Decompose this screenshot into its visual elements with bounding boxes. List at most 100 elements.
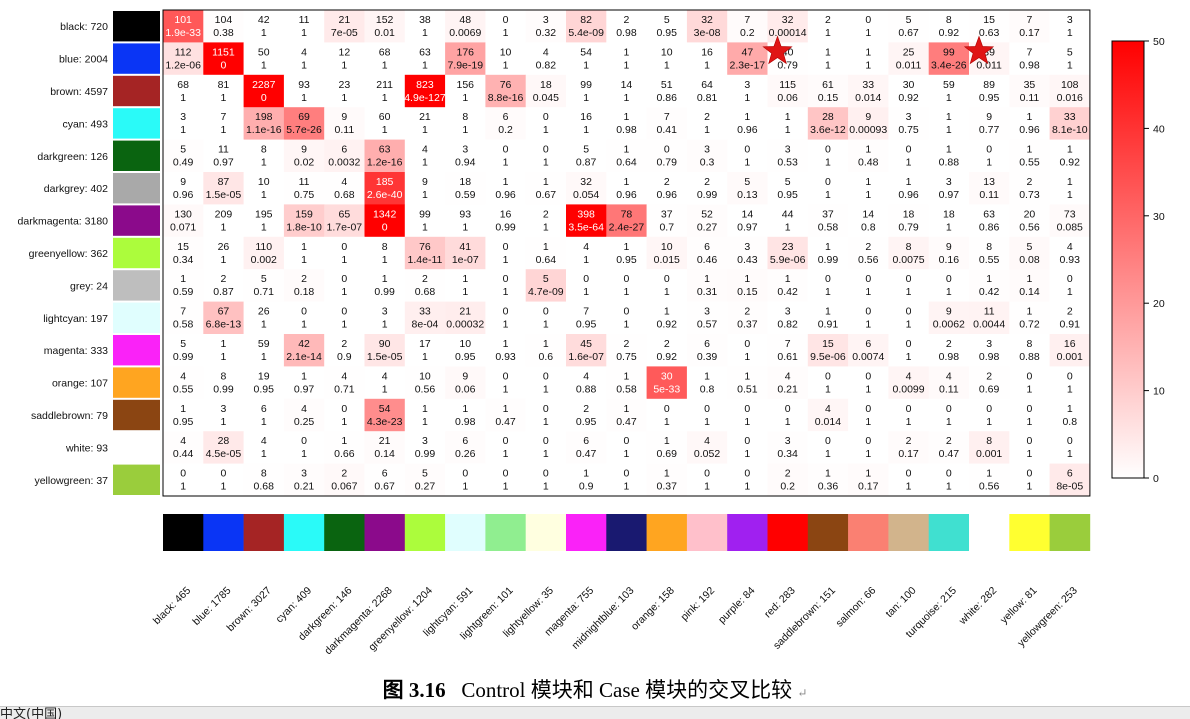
heatmap-cell <box>243 10 285 43</box>
cell-pvalue: 1.2e-06 <box>165 59 201 71</box>
heatmap-cell <box>283 366 325 400</box>
column-module-swatch <box>686 514 728 551</box>
cell-pvalue: 0.91 <box>1060 319 1081 331</box>
cell-pvalue: 1 <box>1027 416 1033 428</box>
cell-count: 59 <box>943 79 955 91</box>
heatmap-cell <box>848 431 889 464</box>
cell-count: 0 <box>462 468 468 480</box>
cell-pvalue: 1 <box>865 59 871 71</box>
cell-pvalue: 0.58 <box>173 319 194 331</box>
language-indicator[interactable]: 中文(中国) <box>0 707 63 719</box>
cell-pvalue: 0 <box>221 59 227 71</box>
cell-count: 7 <box>221 111 227 123</box>
cell-pvalue: 0.01 <box>374 27 395 39</box>
cell-pvalue: 1 <box>825 448 831 460</box>
heatmap-cell <box>727 301 768 335</box>
cell-count: 0 <box>946 273 952 285</box>
cell-count: 5 <box>906 14 912 26</box>
column-module-swatch <box>807 514 849 551</box>
cell-pvalue: 1 <box>906 286 912 298</box>
heatmap-cell <box>163 42 204 76</box>
cell-pvalue: 0.95 <box>979 92 1000 104</box>
cell-count: 38 <box>419 14 431 26</box>
column-label: orange: 158 <box>629 585 677 633</box>
cell-count: 9 <box>946 306 952 318</box>
heatmap-cell <box>163 334 204 367</box>
heatmap-cell <box>203 74 244 108</box>
cell-count: 0 <box>1067 370 1073 382</box>
cell-pvalue: 1 <box>1067 286 1073 298</box>
cell-pvalue: 0.95 <box>616 254 637 266</box>
cell-count: 3 <box>946 176 952 188</box>
cell-count: 0 <box>583 273 589 285</box>
cell-count: 0 <box>624 435 630 447</box>
heatmap-cell <box>1049 301 1091 335</box>
heatmap-cell <box>686 10 728 43</box>
heatmap-cell <box>485 366 526 400</box>
cell-pvalue: 2.3e-17 <box>730 59 766 71</box>
cell-pvalue: 0.001 <box>1057 351 1083 363</box>
heatmap-cell <box>525 204 567 238</box>
heatmap-cell <box>243 431 285 464</box>
cell-pvalue: 0.92 <box>1060 157 1081 169</box>
cell-pvalue: 0.59 <box>173 286 194 298</box>
heatmap-cell <box>606 366 647 400</box>
cell-count: 2 <box>583 403 589 415</box>
heatmap-cell <box>445 172 486 205</box>
cell-pvalue: 1 <box>382 92 388 104</box>
cell-pvalue: 1 <box>906 351 912 363</box>
cell-count: 7 <box>744 14 750 26</box>
heatmap-cell <box>848 334 889 367</box>
cell-pvalue: 0.92 <box>939 27 960 39</box>
cell-pvalue: 1 <box>422 416 428 428</box>
heatmap-cell <box>243 301 285 335</box>
cell-pvalue: 0.47 <box>576 448 597 460</box>
cell-pvalue: 1 <box>986 157 992 169</box>
heatmap-cell <box>969 463 1010 497</box>
cell-pvalue: 1 <box>261 351 267 363</box>
heatmap-cell <box>525 269 567 302</box>
heatmap-cell <box>243 398 285 432</box>
cell-count: 8 <box>906 241 912 253</box>
heatmap-cell <box>807 301 849 335</box>
heatmap-cell <box>848 74 889 108</box>
heatmap-cell <box>1049 204 1091 238</box>
cell-pvalue: 0.2 <box>498 124 513 136</box>
cell-count: 23 <box>339 79 351 91</box>
cell-count: 0 <box>503 14 509 26</box>
cell-count: 2 <box>341 338 347 350</box>
cell-count: 10 <box>661 241 673 253</box>
cell-pvalue: 0.00014 <box>769 27 807 39</box>
cell-count: 8 <box>221 370 227 382</box>
heatmap-cell <box>485 398 526 432</box>
heatmap-cell <box>686 301 728 335</box>
cell-count: 1 <box>664 306 670 318</box>
heatmap-cell <box>606 301 647 335</box>
column-label: black: 465 <box>151 585 193 627</box>
heatmap-cell <box>243 204 285 238</box>
cell-count: 48 <box>459 14 471 26</box>
cell-pvalue: 1 <box>341 254 347 266</box>
cell-count: 5 <box>180 338 186 350</box>
heatmap-cell <box>283 398 325 432</box>
cell-count: 28 <box>822 111 834 123</box>
cell-count: 3 <box>221 403 227 415</box>
heatmap-cell <box>525 236 567 270</box>
cell-count: 6 <box>704 338 710 350</box>
cell-count: 63 <box>419 46 431 58</box>
cell-count: 9 <box>180 176 186 188</box>
cell-pvalue: 0.014 <box>855 92 881 104</box>
cell-pvalue: 1 <box>382 124 388 136</box>
cell-pvalue: 0.47 <box>939 448 960 460</box>
caption-figure-number: 图 3.16 <box>382 678 446 702</box>
heatmap-cell <box>928 431 970 464</box>
legend-tick-label: 40 <box>1153 123 1165 135</box>
cell-count: 37 <box>822 208 834 220</box>
heatmap-cell <box>364 269 406 302</box>
cell-pvalue: 1 <box>946 286 952 298</box>
cell-pvalue: 0.92 <box>657 319 678 331</box>
cell-pvalue: 1 <box>785 124 791 136</box>
heatmap-cell <box>566 139 607 173</box>
cell-count: 0 <box>503 370 509 382</box>
cell-count: 3 <box>785 144 791 156</box>
